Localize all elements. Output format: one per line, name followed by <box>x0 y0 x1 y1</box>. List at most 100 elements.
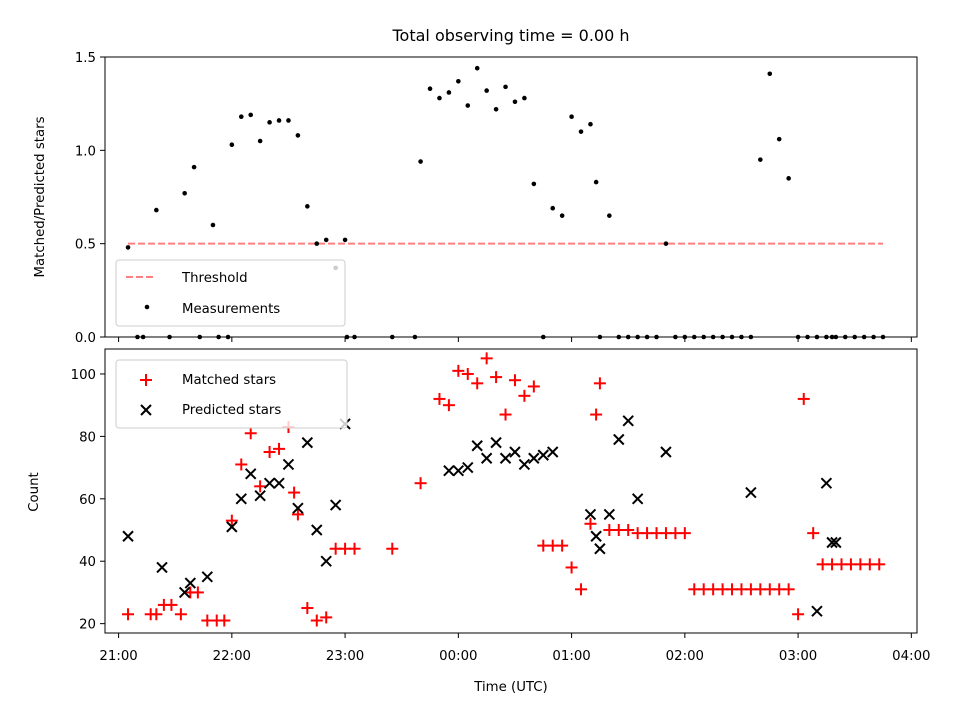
measurement-point <box>593 179 599 185</box>
matched-stars-points <box>122 352 886 627</box>
measurement-point <box>238 114 244 120</box>
x-tick-label: 00:00 <box>439 649 477 664</box>
measurement-point <box>352 334 357 340</box>
measurement-point <box>418 159 423 164</box>
measurement-point <box>682 334 688 340</box>
matched-star-marker <box>244 427 257 440</box>
predicted-star-marker <box>320 555 332 567</box>
predicted-star-marker <box>282 458 295 471</box>
predicted-star-marker <box>594 543 606 555</box>
predicted-star-marker <box>811 605 823 617</box>
chart-title: Total observing time = 0.00 h <box>391 26 629 45</box>
matched-star-marker <box>518 389 531 402</box>
bottom-y-tick-label: 80 <box>79 430 96 445</box>
measurement-point <box>197 334 203 340</box>
bottom-y-tick-label: 60 <box>79 493 96 508</box>
predicted-star-marker <box>235 493 247 505</box>
measurement-point <box>154 207 159 213</box>
measurement-point <box>229 142 235 148</box>
measurement-point <box>720 334 725 340</box>
predicted-star-marker <box>518 458 531 471</box>
measurement-point <box>437 95 442 101</box>
predicted-star-marker <box>826 536 838 549</box>
matched-star-marker <box>254 480 267 493</box>
measurement-point <box>569 114 574 120</box>
measurement-point <box>344 334 350 340</box>
measurement-point <box>767 71 773 77</box>
predicted-star-marker <box>509 446 521 458</box>
measurement-point <box>412 334 418 340</box>
matched-star-marker <box>575 583 588 596</box>
measurement-point <box>805 334 810 340</box>
measurement-point <box>474 65 480 71</box>
matched-star-marker <box>527 380 540 393</box>
predicted-star-marker <box>263 477 276 489</box>
measurement-point <box>597 334 603 340</box>
top-legend-box <box>115 259 346 327</box>
measurement-point <box>786 176 791 181</box>
measurement-point <box>607 213 612 218</box>
predicted-star-marker <box>745 486 757 499</box>
x-tick-label: 01:00 <box>552 649 590 664</box>
matched-star-marker <box>225 514 238 527</box>
bottom-y-ticks: 20 40 60 80 100 <box>71 368 105 633</box>
top-y-tick-label: 0.5 <box>75 238 96 253</box>
top-y-tick-label: 1.0 <box>75 144 96 159</box>
measurement-point <box>814 334 820 340</box>
measurement-point <box>673 334 678 340</box>
predicted-stars-points <box>122 415 842 617</box>
measurement-point <box>210 222 216 228</box>
matched-star-marker <box>807 527 820 540</box>
legend-threshold-label: Threshold <box>181 271 248 286</box>
measurement-point <box>248 112 254 118</box>
bottom-y-tick-label: 100 <box>71 368 96 383</box>
matched-star-marker <box>480 352 493 365</box>
measurement-point <box>635 334 640 340</box>
x-tick-label: 04:00 <box>892 649 930 664</box>
measurement-point <box>852 334 858 340</box>
measurement-point <box>540 334 546 340</box>
matched-star-marker <box>792 608 805 621</box>
measurement-point <box>578 129 584 134</box>
measurement-point <box>446 90 452 95</box>
measurement-point <box>512 99 518 105</box>
top-y-tick-label: 1.5 <box>75 51 96 66</box>
measurement-point <box>427 86 433 92</box>
measurement-point <box>701 334 707 340</box>
predicted-star-marker <box>480 452 493 464</box>
measurement-point <box>663 241 669 246</box>
measurement-point <box>739 334 744 340</box>
measurement-point <box>484 88 489 93</box>
matched-star-marker <box>452 364 465 377</box>
predicted-star-marker <box>201 571 214 583</box>
measurement-point <box>748 334 754 340</box>
measurement-point <box>182 190 187 196</box>
matched-star-marker <box>414 477 427 490</box>
predicted-star-marker <box>613 433 625 446</box>
matched-star-marker <box>320 611 333 624</box>
bottom-legend-box <box>115 359 348 429</box>
measurement-point <box>465 103 471 108</box>
measurement-point <box>829 334 835 340</box>
matched-star-marker <box>622 524 635 537</box>
measurement-point <box>861 334 867 340</box>
measurement-point <box>795 334 801 340</box>
measurement-point <box>559 213 565 218</box>
measurement-point <box>616 334 622 340</box>
predicted-star-marker <box>584 508 597 521</box>
predicted-star-marker <box>122 530 134 542</box>
x-axis-label: Time (UTC) <box>473 680 548 695</box>
measurement-point <box>710 334 716 340</box>
bottom-axes: 20 40 60 80 100 21:00 22:00 23:00 00:00 01:00 02:… <box>27 348 931 695</box>
matched-star-marker <box>310 614 323 627</box>
matched-star-marker <box>263 445 276 458</box>
bottom-x-ticks: 21:00 22:00 23:00 00:00 01:00 02:00 03:00 04:00 <box>99 633 931 664</box>
measurement-point <box>691 334 697 340</box>
measurement-point <box>342 237 348 243</box>
x-tick-label: 22:00 <box>213 649 251 664</box>
matched-star-marker <box>556 539 569 552</box>
measurement-point <box>456 78 461 84</box>
measurement-point <box>654 334 659 340</box>
matched-star-marker <box>565 561 578 574</box>
predicted-star-marker <box>660 446 672 458</box>
